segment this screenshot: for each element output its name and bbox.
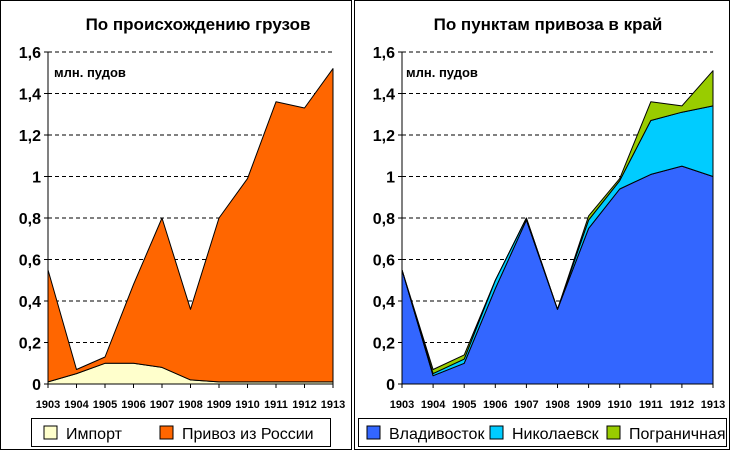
right-x-tick-label: 1907 (514, 399, 538, 411)
right-legend-box (358, 418, 727, 447)
right-plot-area: 0 0,2 0,4 0,6 0,8 1 1,2 1,4 1,6 1903 1904 1905 1906 1… (373, 45, 725, 411)
right-legend-label-2: Николаевск (512, 426, 600, 443)
right-x-tick-label: 1908 (545, 399, 569, 411)
right-unit-label: млн. пудов (406, 65, 478, 80)
right-y-tick-label: 0,4 (373, 294, 395, 311)
left-area-series-2 (47, 68, 334, 383)
left-y-tick-label: 0 (32, 377, 41, 394)
right-y-tick-label: 1,4 (373, 87, 395, 104)
left-unit-label: млн. пудов (54, 65, 126, 80)
left-y-tick-label: 1,6 (19, 45, 41, 62)
left-y-tick-label: 1 (32, 170, 41, 187)
left-y-tick-label: 0,8 (19, 211, 41, 228)
right-y-tick-label: 0,2 (373, 336, 395, 353)
right-chart-title: По пунктам привоза в край (434, 15, 663, 34)
right-x-tick-label: 1910 (607, 399, 631, 411)
right-legend-swatch-2 (489, 425, 504, 440)
left-legend-swatch-2 (159, 425, 174, 440)
right-y-tick-label: 1 (386, 170, 395, 187)
left-x-tick-label: 1910 (235, 399, 259, 411)
left-x-tick-label: 1905 (93, 399, 117, 411)
left-x-tick-label: 1903 (36, 399, 60, 411)
right-legend: Владивосток Николаевск Пограничная (366, 425, 726, 443)
left-x-tick-label: 1907 (150, 399, 174, 411)
right-legend-label-1: Владивосток (389, 426, 485, 443)
left-y-tick-label: 0,2 (19, 336, 41, 353)
left-chart-title: По происхождению грузов (86, 15, 311, 34)
left-y-tick-label: 0,4 (19, 294, 41, 311)
right-area-series-3 (401, 70, 714, 375)
left-legend: Импорт Привоз из России (43, 425, 314, 443)
right-legend-swatch-1 (366, 425, 381, 440)
right-y-tick-label: 0,8 (373, 211, 395, 228)
right-x-tick-label: 1903 (390, 399, 414, 411)
left-x-tick-label: 1911 (264, 399, 288, 411)
left-x-tick-label: 1913 (321, 399, 345, 411)
right-legend-label-3: Пограничная (629, 426, 726, 443)
right-x-tick-label: 1906 (483, 399, 507, 411)
left-y-tick-label: 0,6 (19, 253, 41, 270)
left-legend-box (31, 418, 331, 447)
left-x-tick-label: 1912 (292, 399, 316, 411)
right-y-tick-label: 0,6 (373, 253, 395, 270)
right-y-tick-label: 1,6 (373, 45, 395, 62)
left-legend-swatch-1 (43, 425, 58, 440)
left-x-tick-label: 1906 (121, 399, 145, 411)
left-y-tick-label: 1,4 (19, 87, 41, 104)
right-x-tick-label: 1909 (576, 399, 600, 411)
right-x-tick-label: 1912 (670, 399, 694, 411)
right-legend-swatch-3 (606, 425, 621, 440)
right-y-tick-label: 0 (386, 377, 395, 394)
left-legend-label-1: Импорт (66, 426, 123, 443)
left-plot-area: 0 0,2 0,4 0,6 0,8 1 1,2 1,4 1,6 1903 1904 1905 1906 1… (19, 45, 345, 411)
right-y-tick-label: 1,2 (373, 128, 395, 145)
left-x-tick-label: 1904 (64, 399, 89, 411)
left-legend-label-2: Привоз из России (182, 426, 314, 443)
left-y-tick-label: 1,2 (19, 128, 41, 145)
right-x-tick-label: 1913 (701, 399, 725, 411)
right-x-tick-label: 1905 (452, 399, 476, 411)
left-x-tick-label: 1909 (207, 399, 231, 411)
right-x-tick-label: 1911 (639, 399, 663, 411)
left-x-tick-label: 1908 (178, 399, 202, 411)
right-x-tick-label: 1904 (421, 399, 446, 411)
